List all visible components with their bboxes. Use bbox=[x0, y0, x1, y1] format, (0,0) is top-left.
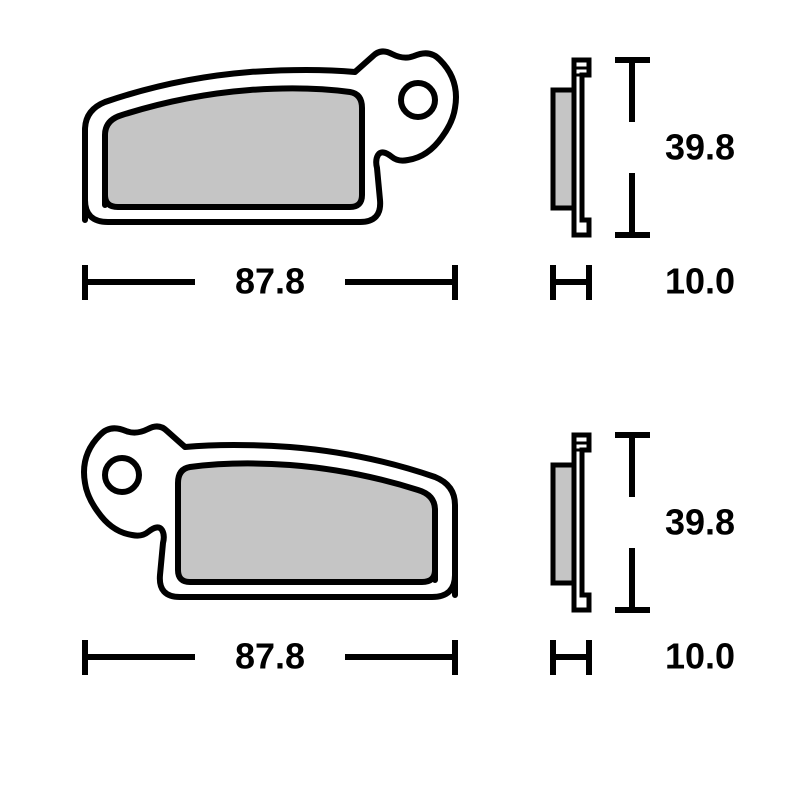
dim-top-height-label: 39.8 bbox=[665, 127, 735, 168]
dim-top-height bbox=[615, 60, 650, 235]
dim-bottom-thickness-label: 10.0 bbox=[665, 636, 735, 677]
bottom-pad bbox=[84, 426, 455, 597]
dim-top-thickness-label: 10.0 bbox=[665, 261, 735, 302]
bottom-side-profile bbox=[553, 435, 589, 610]
bottom-pad-hole bbox=[105, 458, 139, 492]
dim-top-thickness bbox=[553, 265, 589, 300]
diagram-svg: 87.8 39.8 10.0 87.8 39.8 10.0 bbox=[0, 0, 800, 800]
dim-bottom-width-label: 87.8 bbox=[235, 636, 305, 677]
bottom-pad-friction bbox=[178, 463, 435, 582]
top-side-profile bbox=[553, 60, 589, 235]
top-pad-hole bbox=[401, 83, 435, 117]
bottom-side-friction bbox=[553, 465, 574, 583]
top-pad-friction bbox=[105, 88, 362, 207]
dim-bottom-height bbox=[615, 435, 650, 610]
dim-top-width-label: 87.8 bbox=[235, 261, 305, 302]
dim-bottom-thickness bbox=[553, 640, 589, 675]
top-side-friction bbox=[553, 90, 574, 208]
top-pad bbox=[85, 51, 456, 222]
dim-bottom-height-label: 39.8 bbox=[665, 502, 735, 543]
